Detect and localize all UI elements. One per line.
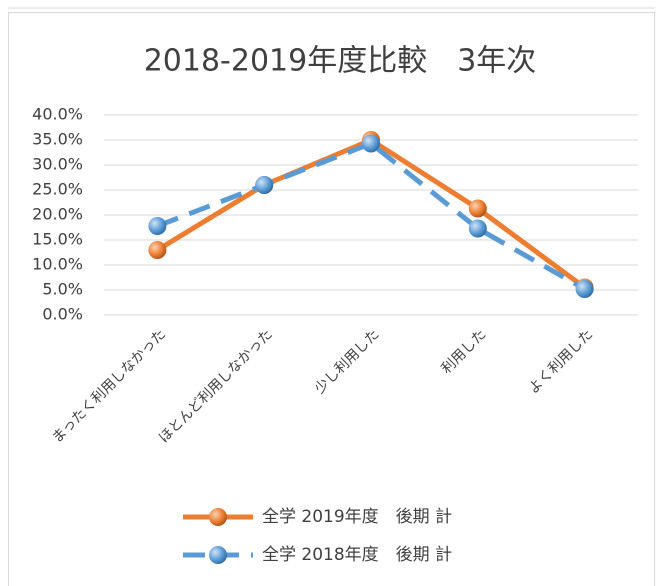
y-tick-label: 40.0% <box>32 105 83 124</box>
y-tick-label: 25.0% <box>32 180 83 199</box>
y-tick-label: 10.0% <box>32 255 83 274</box>
chart-border <box>8 12 655 586</box>
legend-label: 全学 2018年度 後期 計 <box>262 545 452 565</box>
y-tick-label: 35.0% <box>32 130 83 149</box>
data-point <box>468 219 487 238</box>
data-point <box>362 134 380 153</box>
y-tick-label: 5.0% <box>42 280 83 299</box>
y-tick-label: 15.0% <box>32 230 83 249</box>
legend-marker <box>209 508 227 526</box>
data-point <box>575 280 594 298</box>
y-tick-label: 20.0% <box>32 205 83 224</box>
legend-label: 全学 2019年度 後期 計 <box>262 507 452 527</box>
y-tick-label: 30.0% <box>32 155 83 174</box>
series-line <box>156 141 586 292</box>
data-point <box>255 176 274 194</box>
data-point <box>468 199 487 218</box>
data-point <box>148 241 167 259</box>
y-tick-label: 0.0% <box>42 305 83 324</box>
legend-marker <box>209 546 227 564</box>
data-point <box>148 217 167 235</box>
chart-title: 2018-2019年度比較 3年次 <box>144 44 537 79</box>
